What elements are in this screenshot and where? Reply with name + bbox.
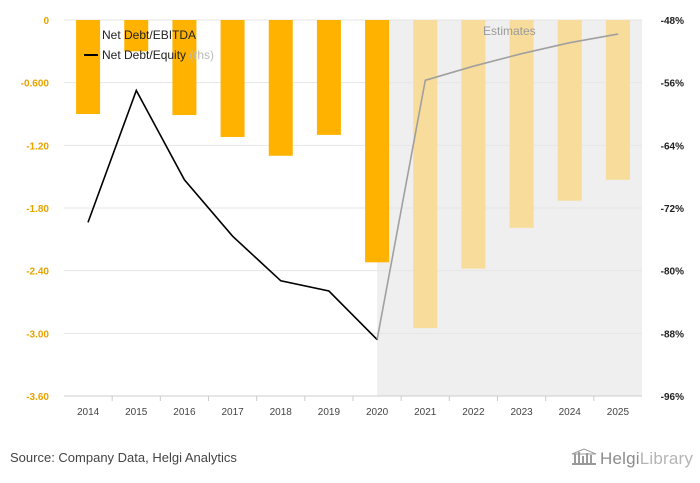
point-2016 — [183, 179, 185, 181]
source-note: Source: Company Data, Helgi Analytics — [10, 450, 237, 465]
bar-2016 — [172, 20, 197, 116]
point-2017 — [232, 235, 234, 237]
x-tick-label: 2016 — [173, 407, 196, 418]
bar-2024 — [557, 20, 582, 201]
point-2014 — [87, 221, 89, 223]
brand-name-part2: Library — [639, 449, 694, 468]
point-2022 — [472, 65, 474, 67]
left-tick-label: -2.40 — [26, 267, 49, 278]
left-tick-label: -1.20 — [26, 141, 49, 152]
point-2020 — [376, 339, 378, 341]
brand-name-part1: Helgi — [600, 449, 640, 468]
point-2024 — [569, 42, 571, 44]
x-tick-label: 2015 — [125, 407, 148, 418]
right-tick-label: -96% — [661, 392, 684, 403]
x-tick-label: 2021 — [414, 407, 437, 418]
x-tick-label: 2014 — [77, 407, 100, 418]
bar-2021 — [413, 20, 438, 329]
x-tick-label: 2020 — [366, 407, 389, 418]
left-tick-label: -3.00 — [26, 329, 49, 340]
point-2018 — [280, 280, 282, 282]
point-2025 — [617, 33, 619, 35]
bar-2025 — [605, 20, 630, 180]
legend-label-net-debt-equity: Net Debt/Equity (rhs) — [102, 48, 214, 62]
left-tick-label: -3.60 — [26, 392, 49, 403]
estimates-label: Estimates — [483, 24, 536, 38]
bar-2017 — [220, 20, 245, 137]
right-tick-label: -56% — [661, 79, 684, 90]
legend: Net Debt/EBITDA Net Debt/Equity (rhs) — [84, 28, 214, 62]
point-2023 — [521, 53, 523, 55]
left-tick-label: 0 — [43, 16, 49, 27]
legend-label-rhs-note: (rhs) — [189, 48, 214, 62]
bar-2022 — [461, 20, 486, 269]
left-tick-label: -1.80 — [26, 204, 49, 215]
right-tick-label: -48% — [661, 16, 684, 27]
helgi-library-logo[interactable]: HelgiLibrary — [571, 448, 693, 469]
x-tick-label: 2018 — [270, 407, 293, 418]
legend-label-net-debt-equity-name: Net Debt/Equity — [102, 48, 186, 62]
library-building-icon — [571, 448, 597, 465]
bar-2019 — [316, 20, 341, 135]
x-tick-label: 2023 — [510, 407, 533, 418]
right-tick-label: -64% — [661, 141, 684, 152]
legend-label-net-debt-ebitda: Net Debt/EBITDA — [102, 28, 196, 42]
axes: 0 -0.600 -1.20 -1.80 -2.40 -3.00 -3.60 -48% -56%… — [21, 16, 684, 418]
bar-2018 — [268, 20, 293, 156]
right-tick-label: -80% — [661, 267, 684, 278]
x-tick-label: 2019 — [318, 407, 341, 418]
right-tick-label: -88% — [661, 329, 684, 340]
line-series — [87, 33, 619, 341]
left-tick-label: -0.600 — [21, 79, 50, 90]
point-2021 — [424, 79, 426, 81]
x-tick-label: 2024 — [559, 407, 582, 418]
line-net-debt-equity-estimate — [376, 33, 619, 340]
chart: 0 -0.600 -1.20 -1.80 -2.40 -3.00 -3.60 -48% -56%… — [21, 16, 684, 418]
bar-2015 — [124, 20, 149, 52]
bar-2023 — [509, 20, 534, 228]
bar-2020 — [365, 20, 390, 263]
x-tick-label: 2025 — [607, 407, 630, 418]
x-tick-label: 2022 — [462, 407, 485, 418]
right-tick-label: -72% — [661, 204, 684, 215]
point-2015 — [135, 90, 137, 91]
point-2019 — [328, 290, 330, 292]
x-tick-label: 2017 — [221, 407, 244, 418]
